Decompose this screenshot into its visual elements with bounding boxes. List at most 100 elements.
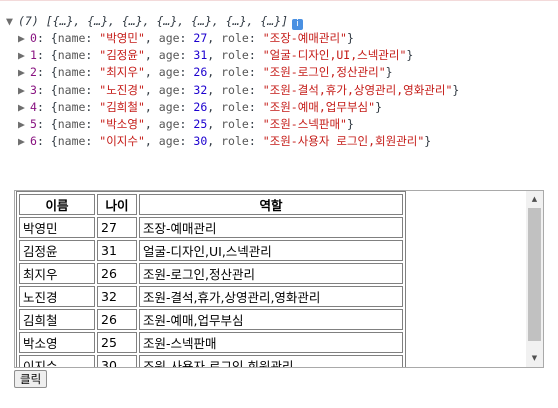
punct: } <box>375 99 382 114</box>
punct: , <box>207 99 222 114</box>
value-age: 32 <box>193 82 208 97</box>
value-role: "조원-사용자 로그인,회원관리" <box>262 134 425 149</box>
punct: } <box>385 65 393 80</box>
cell-name: 박소영 <box>19 332 95 353</box>
value-name-text: 박소영 <box>106 116 138 131</box>
punct: , <box>207 82 222 97</box>
console-array-item[interactable]: ▶ 0: {name: "박영민", age: 27, role: "조장-예매관… <box>18 30 459 47</box>
key-name: name <box>57 65 86 80</box>
expand-triangle-icon[interactable]: ▶ <box>18 99 25 114</box>
console-array-item[interactable]: ▶ 2: {name: "최지우", age: 26, role: "조원-로그인… <box>18 64 459 81</box>
key-name: name <box>57 99 86 114</box>
value-name-text: 최지우 <box>106 65 138 80</box>
punct: : <box>248 99 263 114</box>
key-age: age <box>158 99 180 114</box>
info-icon[interactable]: i <box>292 19 304 30</box>
value-name: "이지수" <box>99 134 145 149</box>
punct: , <box>144 65 159 80</box>
value-role: "조원-예매,업무부심" <box>262 99 376 114</box>
cell-role: 조원-사용자 로그인,회원관리 <box>139 355 403 367</box>
scrollbar-thumb[interactable] <box>528 208 541 341</box>
cell-age: 32 <box>97 286 137 307</box>
cell-age: 27 <box>97 217 137 238</box>
value-name-text: 이지수 <box>106 134 138 149</box>
item-index: 3 <box>30 82 37 97</box>
expand-triangle-icon[interactable]: ▶ <box>18 65 25 80</box>
table-row: 박소영 25 조원-스넥판매 <box>19 332 403 353</box>
punct: : { <box>36 48 58 63</box>
value-name-text: 김희철 <box>106 99 138 114</box>
expand-triangle-icon[interactable]: ▶ <box>18 134 25 149</box>
cell-name: 이지수 <box>19 355 95 367</box>
table-row: 박영민 27 조장-예매관리 <box>19 217 403 238</box>
array-summary[interactable]: ▼ (7) [{…}, {…}, {…}, {…}, {…}, {…}, {…}]… <box>6 13 304 30</box>
punct: : <box>248 65 263 80</box>
punct: : <box>248 48 263 63</box>
expand-triangle-icon[interactable]: ▶ <box>18 116 25 131</box>
key-age: age <box>158 31 180 45</box>
value-role: "조장-예매관리" <box>262 31 347 45</box>
punct: , <box>144 116 159 131</box>
key-age: age <box>158 65 180 80</box>
console-array-item[interactable]: ▶ 4: {name: "김희철", age: 26, role: "조원-예매,… <box>18 99 459 116</box>
console-array-item[interactable]: ▶ 3: {name: "노진경", age: 32, role: "조원-결석,… <box>18 82 459 99</box>
punct: : <box>248 134 263 149</box>
key-age: age <box>158 82 180 97</box>
item-index: 0 <box>30 31 37 45</box>
key-role: role <box>221 65 249 80</box>
devtools-console: ▼ (7) [{…}, {…}, {…}, {…}, {…}, {…}, {…}]… <box>0 0 558 173</box>
scroll-down-arrow-icon[interactable]: ▼ <box>531 354 538 362</box>
punct: : <box>179 31 194 45</box>
console-array-item[interactable]: ▶ 1: {name: "김정윤", age: 31, role: "얼굴-디자인… <box>18 47 459 64</box>
value-name: "김정윤" <box>99 48 145 63</box>
cell-name: 박영민 <box>19 217 95 238</box>
column-header-age: 나이 <box>97 194 137 215</box>
table-scroll-container[interactable]: 이름 나이 역할 박영민 27 조장-예매관리 김정윤 31 얼굴-디자인,UI,스넥관리… <box>14 190 544 368</box>
expand-triangle-icon[interactable]: ▼ <box>6 14 13 28</box>
cell-role: 조원-스넥판매 <box>139 332 403 353</box>
punct: : { <box>36 99 58 114</box>
cell-age: 30 <box>97 355 137 367</box>
cell-name: 김희철 <box>19 309 95 330</box>
punct: : <box>85 134 100 149</box>
key-role: role <box>221 31 249 45</box>
value-role: "얼굴-디자인,UI,스넥관리" <box>262 48 407 63</box>
item-index: 2 <box>30 65 37 80</box>
punct: } <box>424 134 432 149</box>
table-row: 이지수 30 조원-사용자 로그인,회원관리 <box>19 355 403 367</box>
cell-role: 조원-예매,업무부심 <box>139 309 403 330</box>
expand-triangle-icon[interactable]: ▶ <box>18 31 25 45</box>
click-button[interactable]: 클릭 <box>14 370 48 388</box>
expand-triangle-icon[interactable]: ▶ <box>18 82 25 97</box>
members-table: 이름 나이 역할 박영민 27 조장-예매관리 김정윤 31 얼굴-디자인,UI,스넥관리… <box>16 191 406 367</box>
value-name-text: 김정윤 <box>106 48 138 63</box>
value-role: "조원-결석,휴가,상영관리,영화관리" <box>262 82 453 97</box>
value-role-text: 얼굴-디자인,UI,스넥관리 <box>269 48 400 63</box>
item-index: 4 <box>30 99 37 114</box>
punct: : <box>85 82 100 97</box>
punct: : <box>179 116 194 131</box>
punct: : <box>85 31 100 45</box>
punct: : { <box>36 31 58 45</box>
scroll-up-arrow-icon[interactable]: ▲ <box>531 195 538 203</box>
punct: : <box>85 65 100 80</box>
key-name: name <box>57 31 86 45</box>
array-preview: [{…}, {…}, {…}, {…}, {…}, {…}, {…}] <box>45 14 289 28</box>
vertical-scrollbar[interactable]: ▲ ▼ <box>526 191 543 367</box>
punct: } <box>346 31 354 45</box>
value-age: 27 <box>193 31 208 45</box>
expand-triangle-icon[interactable]: ▶ <box>18 48 25 63</box>
cell-name: 김정윤 <box>19 240 95 261</box>
value-role-text: 조원-결석,휴가,상영관리,영화관리 <box>269 82 446 97</box>
value-name: "김희철" <box>99 99 145 114</box>
console-array-item[interactable]: ▶ 6: {name: "이지수", age: 30, role: "조원-사용자… <box>18 133 459 150</box>
console-array-item[interactable]: ▶ 5: {name: "박소영", age: 25, role: "조원-스넥판… <box>18 116 459 133</box>
punct: , <box>207 116 222 131</box>
punct: : <box>179 65 194 80</box>
cell-age: 25 <box>97 332 137 353</box>
punct: , <box>207 48 222 63</box>
key-role: role <box>221 48 249 63</box>
cell-age: 26 <box>97 309 137 330</box>
punct: : <box>248 82 263 97</box>
array-count: (7) <box>18 14 39 28</box>
